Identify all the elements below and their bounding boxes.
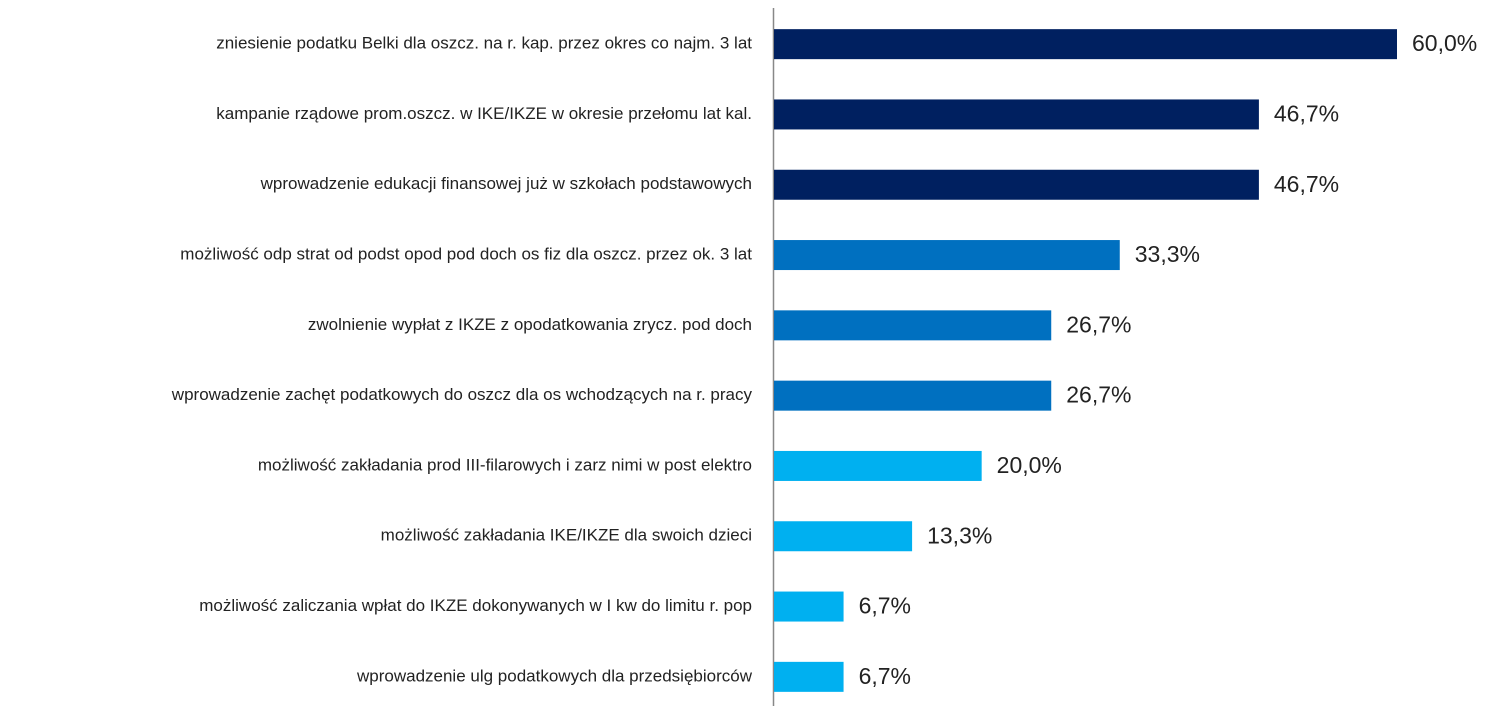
category-label: wprowadzenie edukacji finansowej już w s… (260, 174, 752, 193)
bar (774, 450, 982, 481)
category-label: zniesienie podatku Belki dla oszcz. na r… (216, 34, 752, 53)
value-label: 46,7% (1274, 171, 1339, 197)
category-label: możliwość zaliczania wpłat do IKZE dokon… (199, 596, 752, 615)
value-label: 6,7% (859, 663, 911, 689)
value-label: 6,7% (859, 593, 911, 619)
category-label: możliwość zakładania IKE/IKZE dla swoich… (381, 526, 752, 545)
category-label: możliwość zakładania prod III-filarowych… (258, 455, 752, 474)
bar (774, 240, 1120, 271)
bar (774, 310, 1052, 341)
value-label: 26,7% (1066, 382, 1131, 408)
bar (774, 521, 913, 552)
bar (774, 29, 1397, 60)
bar (774, 169, 1259, 200)
category-label: wprowadzenie ulg podatkowych dla przedsi… (356, 666, 753, 685)
category-label: możliwość odp strat od podst opod pod do… (180, 245, 752, 264)
bar (774, 661, 844, 692)
bar (774, 99, 1259, 130)
category-label: zwolnienie wypłat z IKZE z opodatkowania… (308, 315, 752, 334)
category-label: kampanie rządowe prom.oszcz. w IKE/IKZE … (216, 104, 752, 123)
bar (774, 591, 844, 622)
value-label: 26,7% (1066, 311, 1131, 337)
value-label: 20,0% (997, 452, 1062, 478)
bar (774, 380, 1052, 411)
category-label: wprowadzenie zachęt podatkowych do oszcz… (171, 385, 753, 404)
value-label: 13,3% (927, 522, 992, 548)
value-label: 60,0% (1412, 30, 1477, 56)
value-label: 46,7% (1274, 101, 1339, 127)
value-label: 33,3% (1135, 241, 1200, 267)
